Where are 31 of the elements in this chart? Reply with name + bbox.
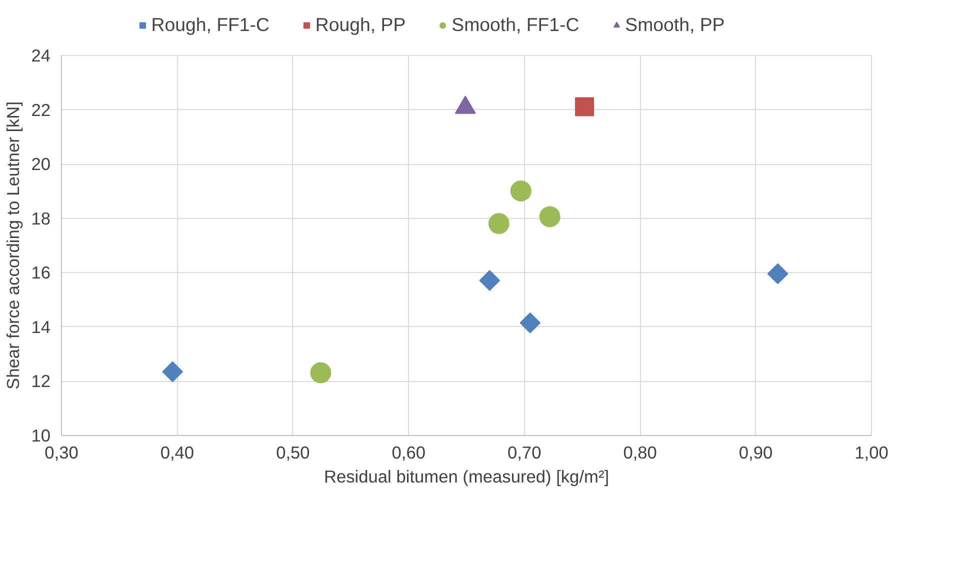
point: [310, 362, 332, 384]
y-tick-label: 18: [31, 208, 51, 228]
y-tick-label: 10: [31, 426, 51, 446]
x-tick-label: 0,40: [160, 442, 194, 462]
y-tick-label: 22: [31, 100, 51, 120]
legend-label: Rough, FF1-C: [151, 14, 270, 36]
point: [488, 213, 510, 234]
x-tick-label: 0,70: [507, 442, 542, 462]
y-tick-label: 14: [31, 316, 51, 337]
x-tick-label: 0,50: [276, 442, 310, 462]
y-tick-label: 24: [31, 46, 51, 66]
y-tick-label: 12: [31, 371, 51, 392]
y-axis-title: Shear force according to Leutner [kN]: [3, 102, 24, 390]
point: [479, 270, 500, 291]
point: [539, 206, 560, 228]
x-tick-label: 0,30: [44, 442, 78, 462]
point: [520, 312, 541, 334]
legend-label: Smooth, PP: [625, 14, 725, 36]
point: [767, 263, 788, 284]
x-tick-label: 0,60: [392, 442, 426, 462]
x-tick-label: 0,80: [623, 442, 657, 462]
point: [575, 97, 594, 116]
x-tick-label: 1,00: [854, 442, 888, 462]
legend-label: Smooth, FF1-C: [452, 14, 580, 36]
point: [162, 361, 183, 382]
y-tick-label: 16: [31, 262, 51, 283]
legend-label: Rough, PP: [315, 14, 406, 36]
point: [510, 180, 532, 202]
y-tick-label: 20: [31, 154, 51, 174]
x-tick-label: 0,90: [738, 442, 773, 462]
x-axis-title: Residual bitumen (measured) [kg/m²]: [324, 466, 610, 486]
